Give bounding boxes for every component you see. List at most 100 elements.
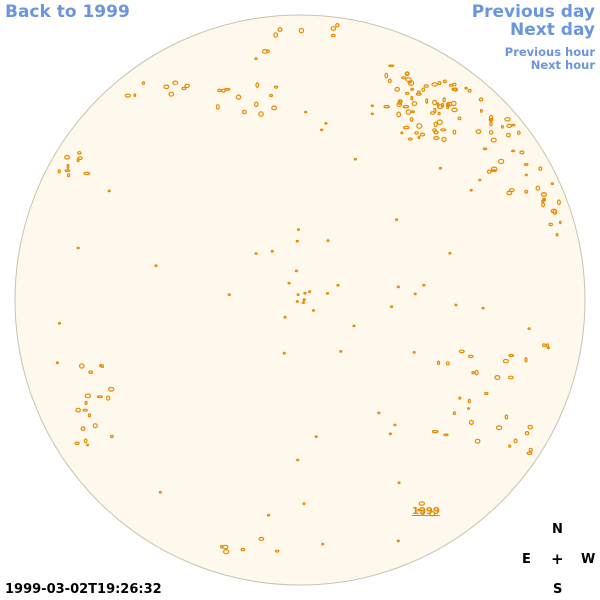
contour-mark <box>450 100 457 107</box>
contour-mark <box>467 407 471 410</box>
contour-mark <box>437 80 442 86</box>
contour-mark <box>475 129 482 135</box>
contour-mark <box>330 33 336 38</box>
contour-mark <box>215 104 220 110</box>
contour-mark <box>490 137 497 143</box>
previous-day-link[interactable]: Previous day <box>471 2 595 22</box>
contour-mark <box>308 290 312 294</box>
contour-mark <box>402 104 410 109</box>
contour-mark <box>523 163 529 167</box>
contour-mark <box>255 82 260 88</box>
contour-mark <box>467 398 471 404</box>
contour-mark <box>404 91 410 95</box>
contour-mark <box>321 542 325 546</box>
contour-mark <box>394 86 401 92</box>
contour-mark <box>526 451 533 455</box>
contour-mark <box>500 124 504 129</box>
contour-mark <box>254 57 258 61</box>
contour-mark <box>433 121 438 128</box>
contour-mark <box>524 173 528 177</box>
contour-mark <box>507 375 514 380</box>
contour-mark <box>326 239 330 243</box>
contour-mark <box>66 173 71 178</box>
contour-mark <box>296 458 300 462</box>
contour-mark <box>458 396 462 400</box>
contour-mark <box>88 370 94 375</box>
contour-mark <box>478 97 484 102</box>
contour-mark <box>432 99 438 106</box>
contour-mark <box>298 27 305 34</box>
contour-mark <box>416 90 421 95</box>
contour-mark <box>387 78 392 84</box>
contour-mark <box>474 438 481 444</box>
year-1999-link[interactable]: 1999 <box>412 506 440 517</box>
contour-mark <box>339 350 343 353</box>
contour-mark <box>336 283 340 287</box>
contour-mark <box>301 301 305 305</box>
contour-mark <box>219 544 224 549</box>
contour-mark <box>302 502 306 506</box>
contour-mark <box>84 400 88 405</box>
contour-mark <box>516 130 521 135</box>
contour-mark <box>64 154 71 160</box>
contour-mark <box>410 87 415 91</box>
contour-mark <box>431 82 438 87</box>
contour-mark <box>524 357 528 363</box>
contour-mark <box>436 119 443 126</box>
contour-mark <box>223 549 230 555</box>
contour-mark <box>92 423 98 429</box>
contour-mark <box>154 264 158 268</box>
contour-mark <box>401 76 407 80</box>
contour-mark <box>467 88 472 93</box>
contour-mark <box>497 158 505 165</box>
contour-mark <box>505 132 511 138</box>
next-hour-link[interactable]: Next hour <box>530 58 595 72</box>
contour-mark <box>442 97 446 103</box>
compass-north: N <box>552 522 563 537</box>
contour-mark <box>396 539 400 543</box>
contour-mark <box>449 83 454 87</box>
year-1999-label[interactable]: 1999 <box>412 506 440 517</box>
contour-mark <box>524 189 529 194</box>
contour-mark <box>441 136 447 142</box>
contour-mark <box>442 79 447 84</box>
back-to-year-link[interactable]: Back to 1999 <box>5 2 130 22</box>
contour-mark <box>436 360 441 366</box>
contour-mark <box>76 246 80 250</box>
contour-mark <box>370 112 374 116</box>
contour-mark <box>416 123 423 129</box>
contour-mark <box>184 83 191 89</box>
contour-mark <box>220 88 226 93</box>
contour-mark <box>283 315 287 319</box>
compass-west: W <box>581 552 596 567</box>
contour-mark <box>304 110 308 114</box>
contour-mark <box>397 99 403 105</box>
contour-mark <box>481 306 485 310</box>
contour-mark <box>438 166 442 170</box>
contour-mark <box>454 303 458 307</box>
contour-mark <box>506 190 513 196</box>
contour-mark <box>267 513 271 517</box>
contour-mark <box>296 228 301 231</box>
contour-mark <box>269 93 274 98</box>
contour-mark <box>107 386 115 392</box>
previous-hour-link[interactable]: Previous hour <box>504 45 595 59</box>
contour-mark <box>172 80 179 85</box>
contour-mark <box>527 424 534 430</box>
next-day-link[interactable]: Next day <box>510 20 595 40</box>
contour-mark <box>409 116 414 122</box>
contour-mark <box>433 136 440 141</box>
contour-mark <box>84 393 92 399</box>
contour-mark <box>258 536 265 542</box>
contour-mark <box>411 101 418 107</box>
contour-mark <box>158 490 162 494</box>
contour-mark <box>75 407 81 413</box>
contour-mark <box>489 121 493 127</box>
contour-mark <box>431 430 439 434</box>
contour-mark <box>445 361 450 366</box>
contour-mark <box>277 27 283 32</box>
contour-mark <box>479 108 483 113</box>
contour-mark <box>414 131 419 135</box>
contour-mark <box>506 123 513 129</box>
contour-mark <box>55 361 60 365</box>
